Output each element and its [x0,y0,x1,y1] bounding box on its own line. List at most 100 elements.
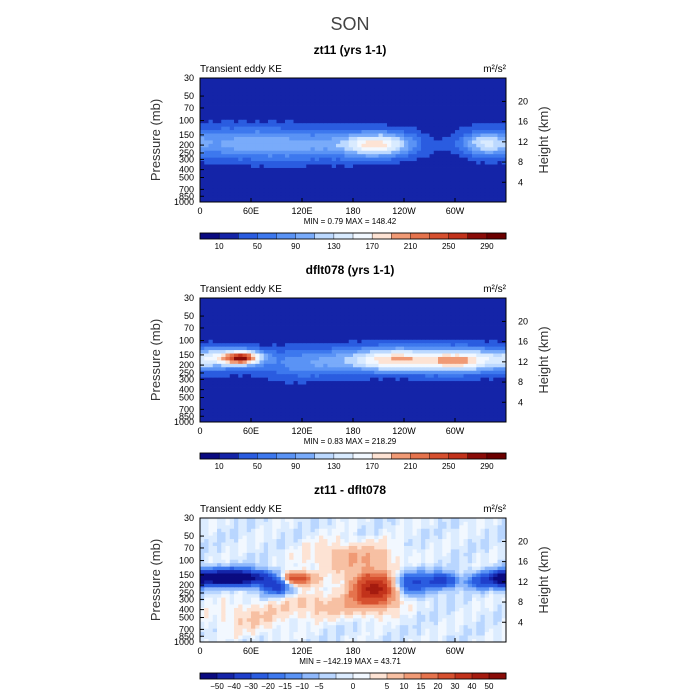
heatmap-cell [234,102,239,106]
heatmap-cell [459,394,464,399]
heatmap-cell [378,332,384,337]
heatmap-cell [442,143,447,148]
heatmap-cell [293,397,299,402]
heatmap-cell [378,122,384,127]
heatmap-cell [255,360,260,364]
heatmap-cell [285,188,290,193]
heatmap-cell [353,401,358,406]
heatmap-cell [480,181,486,186]
heatmap-cell [238,84,243,89]
heatmap-cell [302,335,307,340]
heatmap-cell [229,126,235,131]
heatmap-cell [353,377,358,382]
heatmap-cell [268,397,273,402]
heatmap-cell [200,102,205,106]
heatmap-cell [438,102,443,106]
heatmap-cell [306,119,311,124]
heatmap-cell [361,322,367,326]
heatmap-cell [476,349,481,354]
heatmap-cell [285,380,290,385]
heatmap-cell [229,146,235,151]
heatmap-cell [459,174,464,179]
heatmap-cell [429,84,435,89]
heatmap-cell [399,342,405,347]
heatmap-cell [225,191,231,196]
heatmap-cell [493,91,498,96]
heatmap-cell [336,167,341,172]
heatmap-cell [480,143,486,148]
heatmap-cell [463,384,469,388]
heatmap-cell [302,126,307,131]
heatmap-cell [357,91,362,96]
heatmap-cell [438,366,443,371]
heatmap-cell [416,109,422,113]
heatmap-cell [221,109,226,113]
heatmap-cell [412,363,418,368]
heatmap-cell [374,411,379,416]
heatmap-cell [395,177,401,182]
heatmap-cell [306,404,311,409]
heatmap-cell [263,346,269,351]
heatmap-cell [204,346,209,351]
heatmap-cell [293,122,299,127]
heatmap-cell [387,391,392,395]
heatmap-cell [370,136,375,141]
heatmap-cell [208,391,214,395]
heatmap-cell [297,366,303,371]
heatmap-cell [467,181,473,186]
heatmap-cell [234,384,239,388]
heatmap-cell [242,315,248,320]
heatmap-cell [455,136,460,141]
heatmap-cell [365,133,371,137]
heatmap-cell [289,140,294,144]
heatmap-cell [404,171,409,175]
heatmap-cell [459,346,464,351]
heatmap-cell [238,177,243,182]
heatmap-cell [425,384,430,388]
heatmap-cell [421,81,426,86]
heatmap-cell [374,339,379,344]
heatmap-cell [387,109,392,113]
heatmap-cell [365,171,371,175]
heatmap-cell [425,171,430,175]
heatmap-cell [263,332,269,337]
heatmap-cell [251,311,256,316]
heatmap-cell [344,146,350,151]
heatmap-cell [263,78,269,82]
heatmap-cell [348,84,354,89]
heatmap-cell [208,129,214,134]
heatmap-cell [433,418,439,423]
heatmap-cell [268,81,273,86]
heatmap-cell [306,177,311,182]
heatmap-cell [280,404,286,409]
heatmap-cell [314,109,320,113]
heatmap-cell [497,418,503,423]
heatmap-cell [208,370,214,375]
heatmap-cell [314,418,320,423]
heatmap-cell [323,318,328,323]
heatmap-cell [361,311,367,316]
heatmap-cell [501,191,507,196]
heatmap-cell [391,318,396,323]
heatmap-cell [272,318,277,323]
heatmap-cell [408,133,413,137]
heatmap-cell [387,167,392,172]
heatmap-cell [412,174,418,179]
heatmap-cell [276,349,282,354]
heatmap-cell [365,322,371,326]
heatmap-cell [387,318,392,323]
heatmap-cell [259,311,265,316]
heatmap-cell [493,174,498,179]
heatmap-cell [404,81,409,86]
heatmap-cell [421,315,426,320]
heatmap-cell [408,81,413,86]
heatmap-cell [306,102,311,106]
heatmap-cell [217,397,222,402]
heatmap-cell [263,404,269,409]
heatmap-cell [433,150,439,155]
heatmap-cell [395,105,401,110]
heatmap-cell [344,95,350,100]
heatmap-cell [404,329,409,333]
heatmap-cell [319,167,324,172]
heatmap-cell [361,329,367,333]
